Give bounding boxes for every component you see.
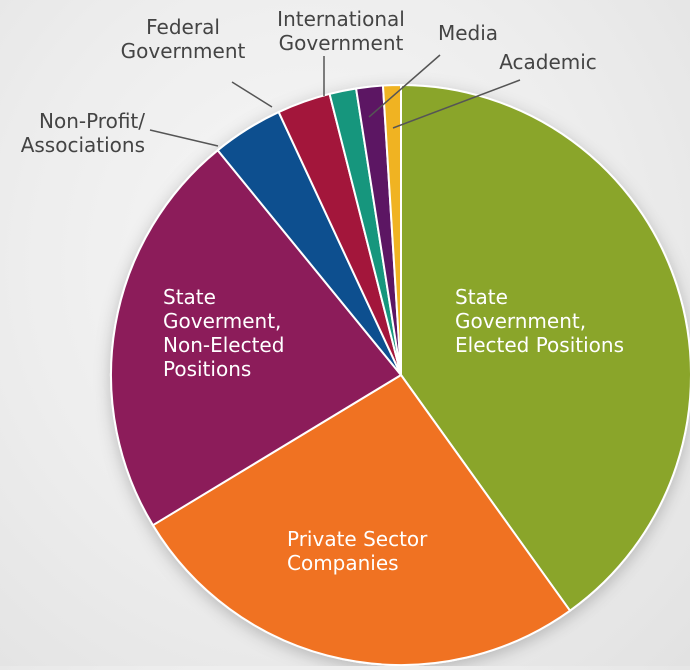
slice-label-academic: Academic	[499, 50, 597, 74]
slice-label-state-goverment-non-elected-positions: State Goverment, Non-Elected Positions	[163, 285, 284, 381]
slice-label-media: Media	[438, 21, 498, 45]
slice-label-line: Government	[121, 39, 246, 63]
leader-line-media	[368, 54, 441, 118]
slice-label-line: Non-Profit/	[39, 109, 145, 133]
slice-label-line: Elected Positions	[455, 333, 624, 357]
slice-label-line: Federal	[146, 15, 220, 39]
slice-label-non-profit-associations: Non-Profit/Associations	[21, 109, 146, 157]
pie-slice-private-sector-companies	[151, 374, 571, 666]
slice-label-line: Positions	[163, 357, 251, 381]
slice-label-federal-government: Federal Government	[121, 15, 246, 63]
pie-slice-state-goverment-non-elected-positions	[110, 149, 402, 527]
pie-slice-state-government-elected-positions	[400, 84, 690, 612]
leader-line-federal-government	[231, 81, 273, 108]
leader-line-non-profit-associations	[149, 129, 219, 147]
slice-label-private-sector-companies: Private Sector Companies	[287, 527, 428, 575]
slice-label-line: Goverment,	[163, 309, 281, 333]
slice-label-international-government: International Government	[277, 7, 405, 55]
slice-label-line: Media	[438, 21, 498, 45]
slice-label-line: Non-Elected	[163, 333, 284, 357]
slice-label-line: Companies	[287, 551, 399, 575]
slice-label-line: State	[163, 285, 216, 309]
pie-slice-academic	[381, 84, 402, 376]
slice-label-line: Government	[279, 31, 404, 55]
slice-label-line: International	[277, 7, 405, 31]
slice-label-line: Private Sector	[287, 527, 428, 551]
slice-label-line: Academic	[499, 50, 597, 74]
slice-label-line: Government,	[455, 309, 586, 333]
slice-label-state-government-elected-positions: State Government, Elected Positions	[455, 285, 624, 357]
slice-label-line: Associations	[21, 133, 145, 157]
slice-label-line: State	[455, 285, 508, 309]
leader-line-academic	[392, 79, 521, 129]
